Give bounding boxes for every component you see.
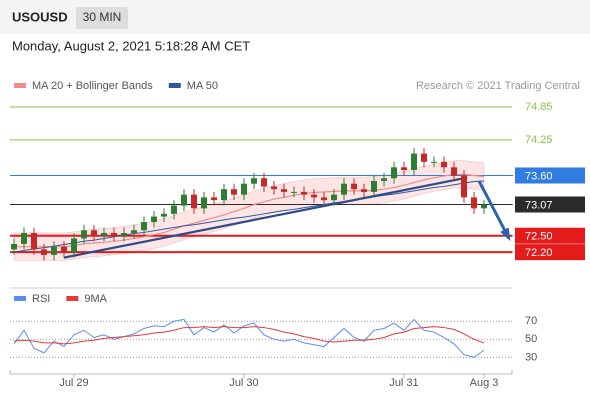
candle-body (181, 194, 187, 206)
candle-body (41, 249, 47, 255)
legend-swatch (14, 296, 26, 301)
candle-body (281, 189, 287, 192)
candle-body (111, 232, 117, 236)
candle-body (411, 153, 417, 171)
candle-body (351, 183, 357, 190)
legend-swatch (66, 296, 79, 301)
y-tick-label: 70 (525, 315, 537, 327)
candle-body (311, 194, 317, 198)
candle-body (81, 230, 87, 239)
indicator-line (13, 326, 485, 345)
trendline (63, 177, 465, 259)
candle-body (201, 197, 207, 209)
candle-body (481, 204, 487, 209)
candle-body (91, 230, 97, 236)
level-label: 74.85 (525, 101, 553, 113)
candle-body (121, 232, 127, 236)
candle-body (261, 178, 267, 187)
candle-body (21, 232, 27, 244)
legend-label: MA 20 + Bollinger Bands (32, 80, 153, 92)
level-label: 72.50 (525, 231, 553, 243)
level-label: 72.20 (525, 247, 553, 259)
x-tick-label: Aug 3 (470, 377, 499, 389)
forecast-arrowhead (500, 227, 511, 242)
legend-swatch (168, 83, 181, 88)
candle-body (461, 175, 467, 198)
timestamp: Monday, August 2, 2021 5:18:28 AM CET (12, 38, 250, 53)
x-axis-line (9, 370, 513, 375)
candle-body (131, 230, 137, 233)
candle-body (381, 178, 387, 181)
candle-body (161, 213, 167, 217)
level-label: 73.07 (525, 199, 553, 211)
candle-body (271, 186, 277, 190)
candle-body (331, 194, 337, 201)
x-tick-label: Jul 30 (229, 377, 258, 389)
legend-label: RSI (32, 293, 50, 305)
ma-line (14, 173, 485, 248)
y-tick-label: 30 (525, 351, 537, 363)
x-tick-label: Jul 29 (59, 377, 88, 389)
level-box (515, 167, 585, 184)
candle-body (361, 189, 367, 192)
candle-body (51, 246, 57, 255)
candle-body (321, 197, 327, 201)
timeframe[interactable]: 30 MIN (83, 10, 122, 24)
candle-body (71, 238, 77, 253)
legend-label: MA 50 (187, 80, 218, 92)
candle-body (11, 243, 17, 250)
forecast-arrow (477, 180, 511, 240)
candle-body (421, 153, 427, 162)
y-tick-label: 50 (525, 333, 537, 345)
indicator-line (13, 318, 485, 358)
level-box (515, 196, 585, 213)
candle-body (431, 161, 437, 163)
candle-body (101, 232, 107, 236)
candle-body (441, 161, 447, 168)
level-label: 74.25 (525, 134, 553, 146)
candle-body (191, 194, 197, 209)
candle-body (211, 197, 217, 201)
x-tick-label: Jul 31 (389, 377, 418, 389)
legend-swatch (14, 83, 26, 88)
candle-body (241, 183, 247, 195)
candle-body (471, 197, 477, 209)
credit: Research © 2021 Trading Central (416, 80, 580, 92)
legend-label: 9MA (84, 293, 107, 305)
level-box (515, 227, 585, 244)
candle-body (301, 191, 307, 195)
candle-body (251, 178, 257, 184)
level-label: 73.60 (525, 170, 553, 182)
candle-body (31, 232, 37, 250)
ma-line (13, 180, 485, 253)
candle-body (61, 246, 67, 253)
candle-body (401, 167, 407, 171)
candle-body (371, 180, 377, 192)
candle-body (391, 167, 397, 179)
candle-body (151, 216, 157, 223)
candle-body (291, 191, 297, 193)
candle-body (141, 222, 147, 231)
symbol: USOUSD (12, 9, 68, 24)
candle-body (171, 205, 177, 214)
candle-body (231, 189, 237, 195)
candle-body (341, 183, 347, 195)
candle-body (451, 167, 457, 176)
level-box (515, 244, 585, 261)
timeframe-box[interactable] (76, 7, 128, 29)
candle-body (221, 189, 227, 201)
